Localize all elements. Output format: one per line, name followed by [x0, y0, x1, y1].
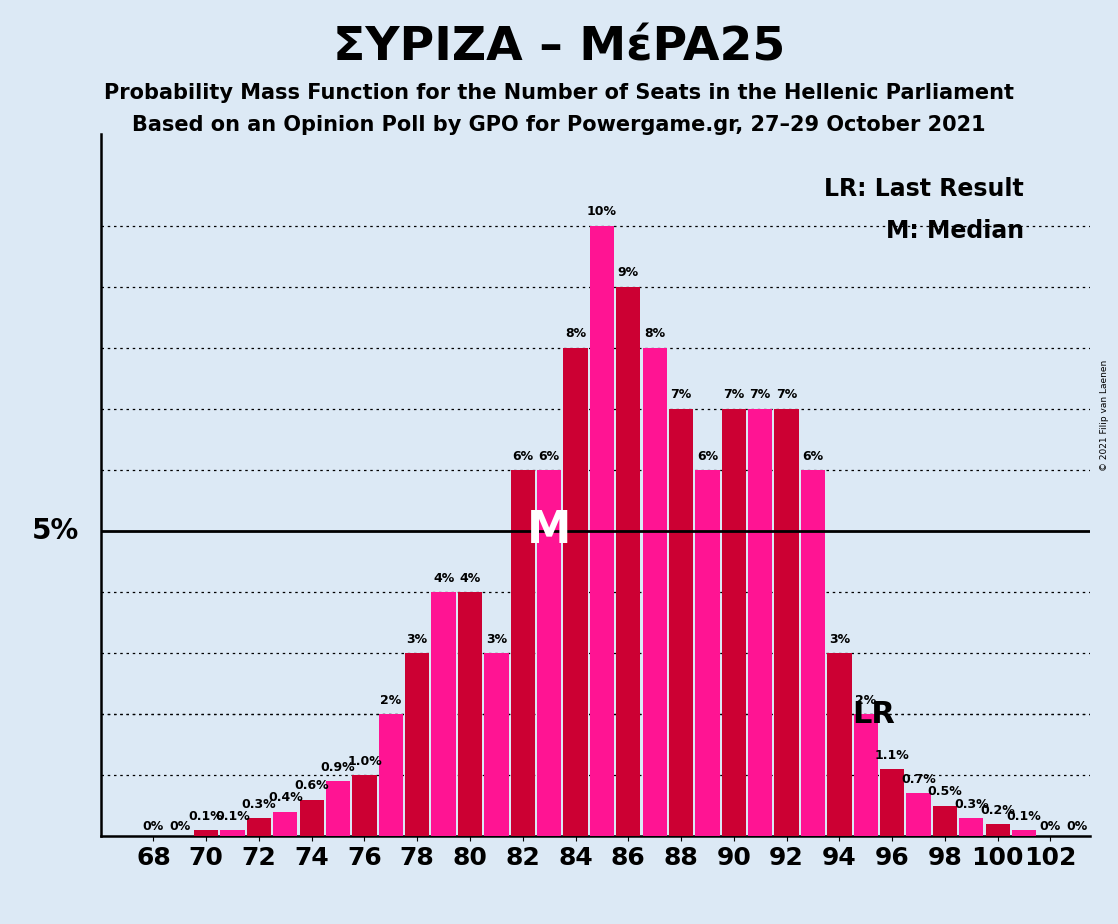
- Bar: [511, 469, 534, 836]
- Text: 0.1%: 0.1%: [1006, 809, 1042, 822]
- Bar: [854, 714, 878, 836]
- Bar: [959, 818, 984, 836]
- Bar: [563, 347, 588, 836]
- Bar: [748, 408, 773, 836]
- Bar: [590, 225, 614, 836]
- Text: 0.1%: 0.1%: [189, 809, 224, 822]
- Text: 0.4%: 0.4%: [268, 792, 303, 805]
- Bar: [537, 469, 561, 836]
- Text: 3%: 3%: [486, 633, 506, 646]
- Text: 7%: 7%: [749, 388, 771, 401]
- Text: 2%: 2%: [380, 694, 401, 707]
- Text: 2%: 2%: [855, 694, 877, 707]
- Bar: [775, 408, 798, 836]
- Bar: [827, 653, 852, 836]
- Text: 6%: 6%: [512, 449, 533, 463]
- Text: 8%: 8%: [565, 327, 586, 340]
- Text: 0.2%: 0.2%: [980, 804, 1015, 817]
- Text: 7%: 7%: [671, 388, 692, 401]
- Text: 9%: 9%: [618, 266, 638, 279]
- Text: M: M: [527, 509, 571, 553]
- Bar: [458, 592, 482, 836]
- Text: Based on an Opinion Poll by GPO for Powergame.gr, 27–29 October 2021: Based on an Opinion Poll by GPO for Powe…: [132, 115, 986, 135]
- Bar: [907, 794, 930, 836]
- Text: 5%: 5%: [32, 517, 79, 545]
- Bar: [986, 824, 1010, 836]
- Text: 0.5%: 0.5%: [928, 785, 963, 798]
- Text: Probability Mass Function for the Number of Seats in the Hellenic Parliament: Probability Mass Function for the Number…: [104, 83, 1014, 103]
- Text: 6%: 6%: [803, 449, 824, 463]
- Text: 1.1%: 1.1%: [874, 748, 910, 761]
- Text: 10%: 10%: [587, 205, 617, 218]
- Bar: [1012, 830, 1036, 836]
- Bar: [932, 806, 957, 836]
- Bar: [273, 812, 297, 836]
- Text: 6%: 6%: [697, 449, 718, 463]
- Bar: [800, 469, 825, 836]
- Bar: [432, 592, 456, 836]
- Text: M: Median: M: Median: [885, 220, 1024, 243]
- Bar: [195, 830, 218, 836]
- Text: 4%: 4%: [459, 572, 481, 585]
- Text: © 2021 Filip van Laenen: © 2021 Filip van Laenen: [1100, 360, 1109, 471]
- Text: 8%: 8%: [644, 327, 665, 340]
- Text: 0.6%: 0.6%: [294, 779, 329, 792]
- Text: 6%: 6%: [539, 449, 560, 463]
- Text: 7%: 7%: [723, 388, 745, 401]
- Bar: [484, 653, 509, 836]
- Bar: [405, 653, 429, 836]
- Bar: [247, 818, 271, 836]
- Bar: [643, 347, 666, 836]
- Text: 1.0%: 1.0%: [347, 755, 382, 768]
- Text: 0%: 0%: [169, 821, 190, 833]
- Text: 0.7%: 0.7%: [901, 773, 936, 786]
- Bar: [300, 799, 324, 836]
- Text: ΣΥΡΙΖΑ – ΜέPA25: ΣΥΡΙΖΑ – ΜέPA25: [333, 26, 785, 71]
- Bar: [695, 469, 720, 836]
- Text: 0.9%: 0.9%: [321, 761, 356, 774]
- Text: 0%: 0%: [1040, 821, 1061, 833]
- Bar: [379, 714, 402, 836]
- Text: LR: LR: [853, 699, 896, 729]
- Text: LR: Last Result: LR: Last Result: [824, 176, 1024, 201]
- Text: 4%: 4%: [433, 572, 454, 585]
- Bar: [220, 830, 245, 836]
- Text: 0%: 0%: [143, 821, 164, 833]
- Bar: [616, 286, 641, 836]
- Text: 3%: 3%: [407, 633, 428, 646]
- Bar: [669, 408, 693, 836]
- Text: 0%: 0%: [1067, 821, 1088, 833]
- Text: 0.3%: 0.3%: [241, 797, 276, 810]
- Bar: [326, 782, 350, 836]
- Text: 7%: 7%: [776, 388, 797, 401]
- Text: 3%: 3%: [828, 633, 850, 646]
- Text: 0.1%: 0.1%: [215, 809, 250, 822]
- Bar: [722, 408, 746, 836]
- Bar: [880, 769, 904, 836]
- Bar: [352, 775, 377, 836]
- Text: 0.3%: 0.3%: [954, 797, 988, 810]
